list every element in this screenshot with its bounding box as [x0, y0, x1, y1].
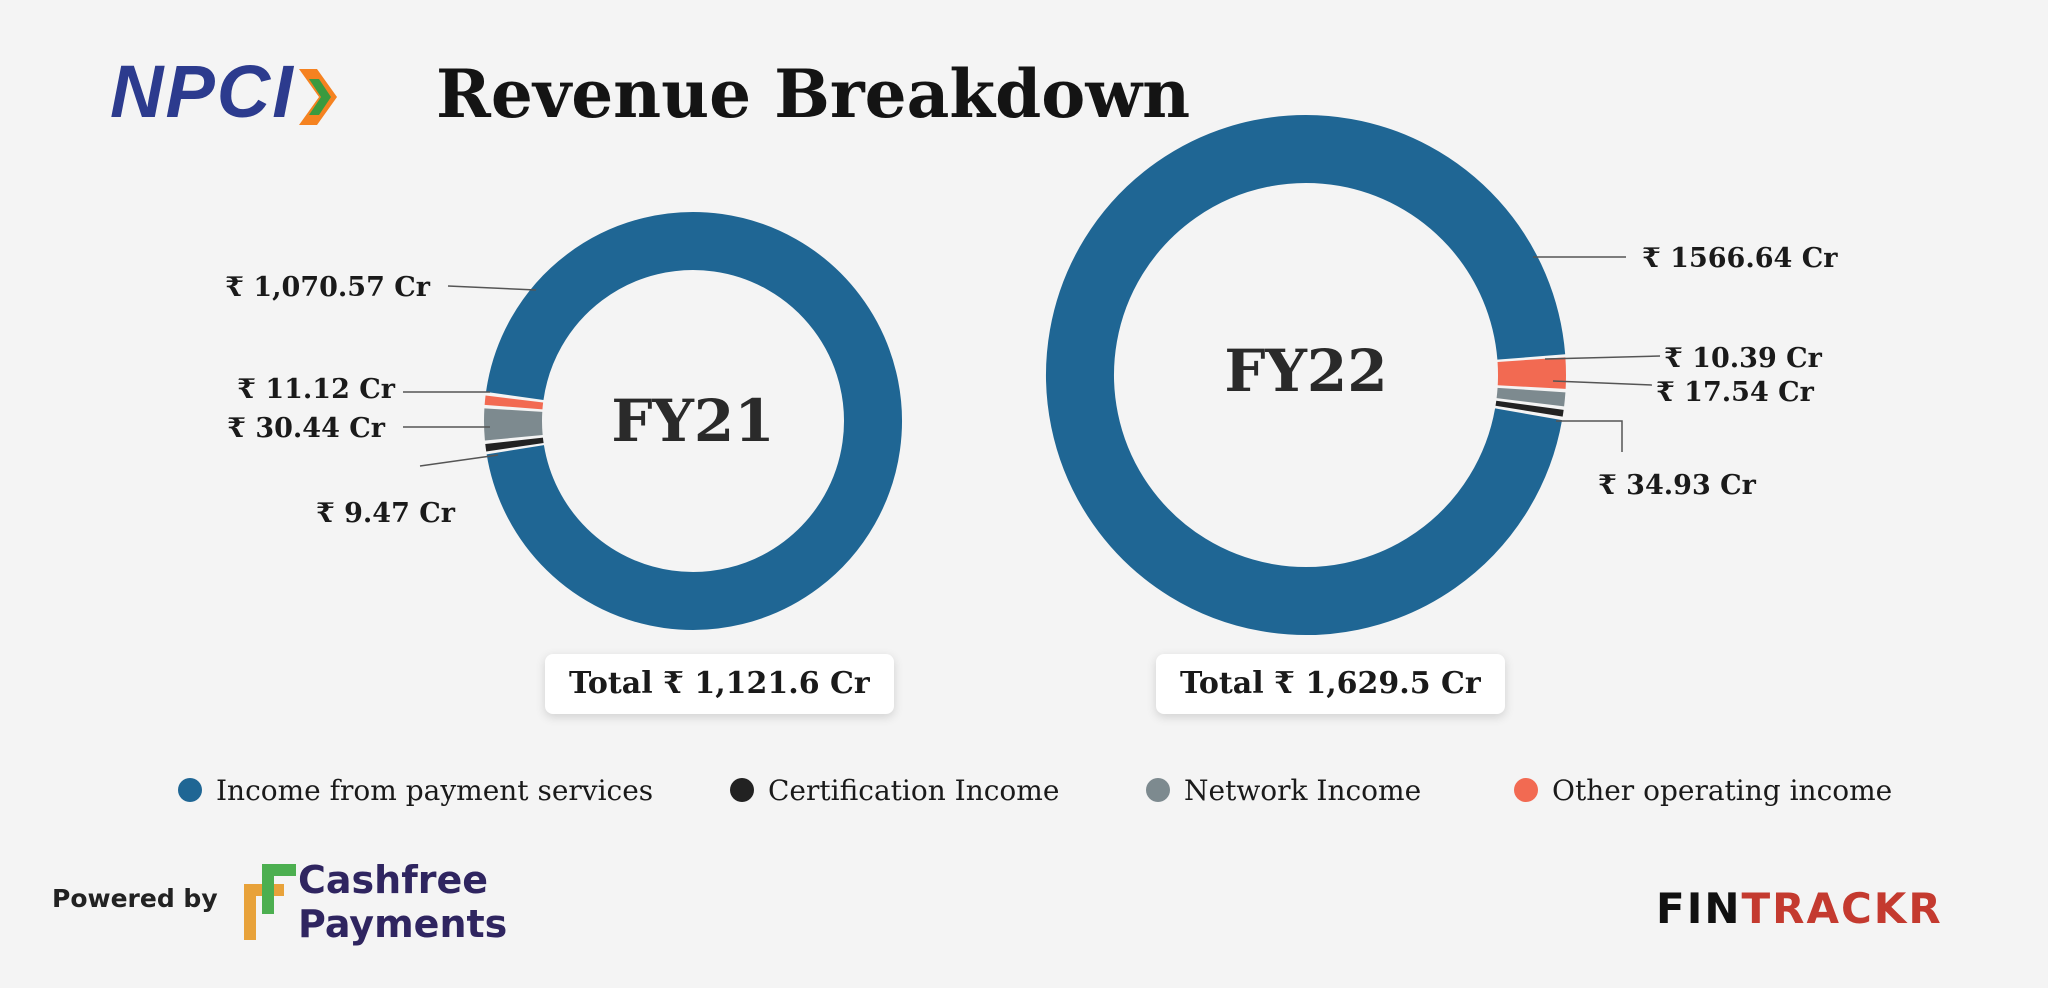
donut-slice-fy22-network	[1046, 115, 1566, 635]
npci-logo: NPCI	[110, 52, 339, 132]
legend-item-certification: Certification Income	[730, 770, 1059, 810]
data-label-fy22-certification: ₹ 10.39 Cr	[1664, 343, 1823, 374]
data-label-fy21-network: ₹ 30.44 Cr	[227, 413, 386, 444]
total-fy22: Total ₹ 1,629.5 Cr	[1156, 654, 1505, 714]
leader-line-fy22-other	[1556, 420, 1623, 452]
legend-item-other: Other operating income	[1514, 770, 1892, 810]
cashfree-logo-icon	[244, 864, 296, 940]
cashfree-wordmark: Cashfree Payments	[298, 858, 507, 946]
data-label-fy21-payment: ₹ 1,070.57 Cr	[225, 272, 431, 303]
leader-line-fy22-network	[1552, 380, 1653, 386]
donut-slice-fy21-certification	[484, 212, 903, 630]
fintrackr-part1: FIN	[1656, 884, 1742, 933]
data-label-fy22-network: ₹ 17.54 Cr	[1656, 377, 1815, 408]
donut-slice-fy21-payment	[484, 212, 902, 630]
npci-arrow-icon	[298, 69, 337, 126]
fintrackr-part2: TRACKR	[1741, 884, 1943, 933]
donut-center-label-fy22: FY22	[1224, 337, 1387, 405]
legend-label-payment: Income from payment services	[216, 773, 654, 807]
legend-dot-other	[1514, 778, 1538, 802]
leader-line-fy21-payment	[447, 285, 537, 291]
legend: Income from payment services Certificati…	[178, 770, 1978, 810]
data-label-fy21-other: ₹ 11.12 Cr	[237, 374, 396, 405]
total-fy21: Total ₹ 1,121.6 Cr	[545, 654, 894, 714]
donut-slice-fy22-payment	[1046, 115, 1566, 635]
legend-dot-network	[1146, 778, 1170, 802]
donut-slice-fy21-other	[484, 211, 903, 630]
powered-by-label: Powered by	[52, 884, 218, 913]
data-label-fy22-other: ₹ 34.93 Cr	[1598, 470, 1757, 501]
fintrackr-logo: FINTRACKR	[1656, 884, 1943, 933]
leader-line-fy21-certification	[419, 454, 499, 467]
donut-slice-fy22-certification	[1046, 115, 1566, 635]
donut-center-label-fy21: FY21	[611, 387, 774, 455]
donut-slice-fy21-network	[484, 212, 903, 630]
legend-dot-certification	[730, 778, 754, 802]
data-label-fy22-payment: ₹ 1566.64 Cr	[1642, 243, 1838, 274]
legend-item-network: Network Income	[1146, 770, 1421, 810]
legend-item-payment: Income from payment services	[178, 770, 653, 810]
cashfree-line2: Payments	[298, 902, 508, 946]
legend-label-network: Network Income	[1184, 773, 1422, 807]
legend-label-certification: Certification Income	[768, 773, 1060, 807]
legend-label-other: Other operating income	[1552, 773, 1893, 807]
legend-dot-payment	[178, 778, 202, 802]
cashfree-line1: Cashfree	[298, 858, 489, 902]
data-label-fy21-certification: ₹ 9.47 Cr	[316, 498, 456, 529]
leader-line-fy22-certification	[1544, 355, 1661, 360]
page-title: Revenue Breakdown	[436, 55, 1191, 133]
npci-logo-text: NPCI	[110, 50, 295, 133]
donut-slice-fy22-other	[1046, 114, 1566, 635]
